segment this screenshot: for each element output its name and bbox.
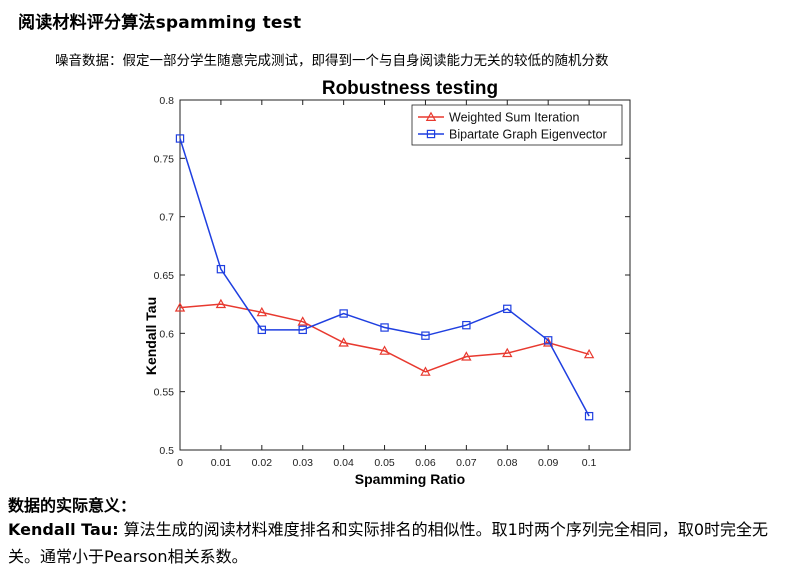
y-tick-label: 0.8 xyxy=(159,95,174,107)
series-1-point xyxy=(583,348,595,359)
x-tick-label: 0.04 xyxy=(333,457,354,469)
x-tick-label: 0 xyxy=(177,457,183,469)
series-2-point xyxy=(257,325,267,335)
series-2-point xyxy=(503,304,512,314)
series-2-point xyxy=(421,331,430,340)
definition-term: Kendall Tau: xyxy=(8,520,119,539)
notes-heading: 数据的实际意义： xyxy=(8,496,137,515)
page-subtitle: 噪音数据：假定一部分学生随意完成测试，即得到一个与自身阅读能力无关的较低的随机分… xyxy=(55,53,609,69)
legend-box xyxy=(411,104,623,146)
x-tick-label: 0.01 xyxy=(211,457,232,469)
y-axis-label: Kendall Tau xyxy=(143,297,159,375)
x-tick-label: 0.06 xyxy=(415,457,436,469)
kendall-tau-definition: Kendall Tau: 算法生成的阅读材料难度排名和实际排名的相似性。取1时两… xyxy=(8,516,794,570)
y-tick-label: 0.7 xyxy=(159,212,174,224)
series-2-point xyxy=(584,411,594,421)
y-tick-label: 0.5 xyxy=(159,445,174,457)
y-tick-label: 0.6 xyxy=(159,328,174,340)
x-tick-label: 0.1 xyxy=(582,457,597,469)
series-1-point xyxy=(174,302,186,312)
series-2-point xyxy=(298,325,307,335)
x-tick-label: 0.03 xyxy=(293,457,314,469)
y-tick-label: 0.55 xyxy=(154,387,175,399)
legend-label-1: Weighted Sum Iteration xyxy=(449,111,579,125)
series-2-point xyxy=(175,134,185,143)
series-1-point xyxy=(215,298,227,309)
series-2-point xyxy=(216,264,226,274)
legend-label-2: Bipartate Graph Eigenvector xyxy=(449,128,607,142)
page-title: 阅读材料评分算法spamming test xyxy=(18,13,302,33)
series-2-point xyxy=(380,323,389,332)
x-axis-label: Spamming Ratio xyxy=(355,471,465,487)
series-1-point xyxy=(542,337,554,347)
x-tick-label: 0.05 xyxy=(374,457,395,469)
x-tick-label: 0.07 xyxy=(456,457,477,469)
series-1-point xyxy=(420,366,431,376)
chart-svg: Robustness testing Spamming Ratio Kendal… xyxy=(143,78,631,487)
series-1-point xyxy=(502,347,513,358)
series-line-2 xyxy=(179,138,590,417)
y-tick-label: 0.75 xyxy=(154,153,175,165)
x-tick-label: 0.02 xyxy=(252,457,273,469)
definition-text: 算法生成的阅读材料难度排名和实际排名的相似性。取1时两个序列完全相同，取0时完全… xyxy=(8,520,769,566)
x-tick-label: 0.09 xyxy=(538,457,559,469)
series-2-point xyxy=(339,309,348,318)
series-1-point xyxy=(338,337,349,347)
series-2-point xyxy=(543,336,553,345)
legend-marker-1 xyxy=(425,111,437,121)
plot-area: 0 0.01 0.02 0.03 0.04 0.05 0.06 0.07 0.08 0.09 0.1… xyxy=(154,95,631,469)
robustness-chart: Robustness testing Spamming Ratio Kendal… xyxy=(130,70,650,490)
series-1-point xyxy=(297,316,308,326)
series-1-point xyxy=(461,351,472,361)
series-2-point xyxy=(462,320,471,330)
y-tick-label: 0.65 xyxy=(154,270,175,282)
series-line-1 xyxy=(179,303,590,373)
series-1-point xyxy=(379,345,390,355)
series-1-point xyxy=(256,306,268,317)
chart-title: Robustness testing xyxy=(322,78,498,99)
plot-box xyxy=(179,99,631,451)
x-tick-label: 0.08 xyxy=(497,457,518,469)
legend-marker-2 xyxy=(426,129,436,139)
